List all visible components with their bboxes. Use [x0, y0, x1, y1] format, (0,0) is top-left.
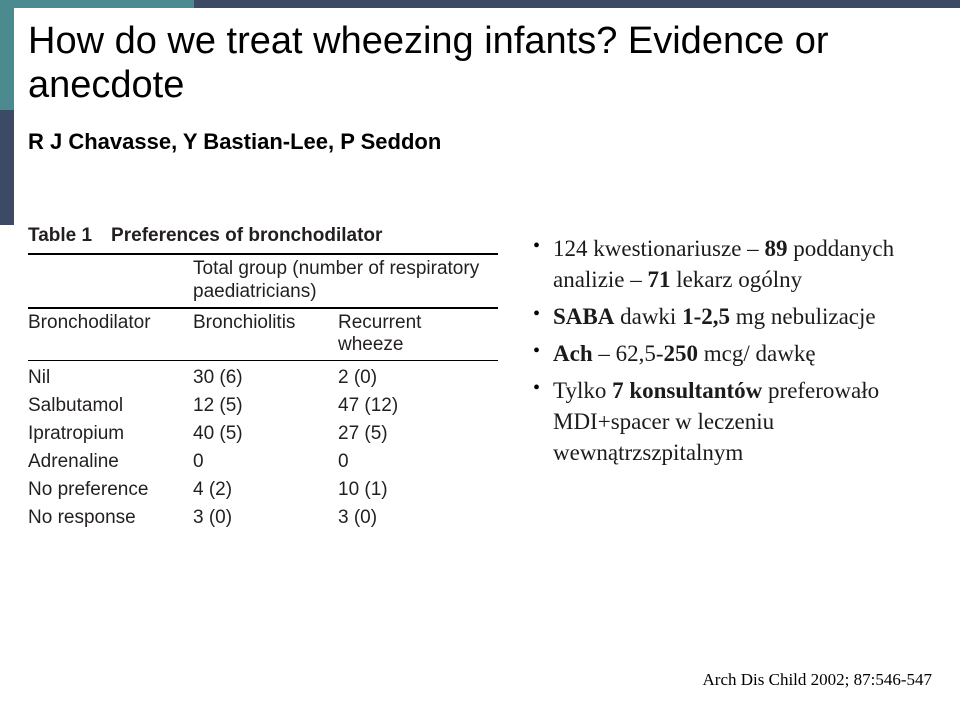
slide-page: How do we treat wheezing infants? Eviden…	[0, 0, 960, 704]
table-cell: 3 (0)	[193, 504, 338, 532]
table-row: Salbutamol12 (5)47 (12)	[28, 392, 498, 420]
table-cell: Nil	[28, 361, 193, 393]
accent-vertical	[0, 0, 14, 225]
table-row: Adrenaline00	[28, 448, 498, 476]
table-cell: 4 (2)	[193, 476, 338, 504]
content-row: Table 1 Preferences of bronchodilator To…	[28, 225, 930, 532]
th-col2: Recurrent wheeze	[338, 308, 498, 361]
bullet-list: 124 kwestionariusze – 89 poddanych anali…	[533, 225, 930, 532]
citation: Arch Dis Child 2002; 87:546-547	[703, 670, 933, 690]
th-col0: Bronchodilator	[28, 308, 193, 361]
table-preferences: Table 1 Preferences of bronchodilator To…	[28, 225, 498, 532]
th-blank	[28, 254, 193, 308]
table-cell: 0	[338, 448, 498, 476]
authors-line: R J Chavasse, Y Bastian-Lee, P Seddon	[28, 129, 940, 155]
bullet-item: Tylko 7 konsultantów preferowało MDI+spa…	[533, 375, 930, 468]
bullet-item: SABA dawki 1-2,5 mg nebulizacje	[533, 301, 930, 332]
table-cell: Adrenaline	[28, 448, 193, 476]
table-caption: Table 1 Preferences of bronchodilator	[28, 225, 498, 247]
table-row: No response3 (0)3 (0)	[28, 504, 498, 532]
accent-teal	[0, 0, 14, 110]
table-cell: 40 (5)	[193, 420, 338, 448]
header: How do we treat wheezing infants? Eviden…	[28, 20, 940, 155]
table-row: No preference4 (2)10 (1)	[28, 476, 498, 504]
table-cell: No preference	[28, 476, 193, 504]
table-cell: 12 (5)	[193, 392, 338, 420]
table-row: Nil30 (6)2 (0)	[28, 361, 498, 393]
page-title: How do we treat wheezing infants? Eviden…	[28, 20, 940, 107]
table-cell: Salbutamol	[28, 392, 193, 420]
table-cell: Ipratropium	[28, 420, 193, 448]
table-cell: 2 (0)	[338, 361, 498, 393]
table-head: Total group (number of respiratory paedi…	[28, 254, 498, 361]
table-cell: 30 (6)	[193, 361, 338, 393]
th-col1: Bronchiolitis	[193, 308, 338, 361]
th-group-note: Total group (number of respiratory paedi…	[193, 254, 498, 308]
accent-navy	[0, 110, 14, 225]
table-cell: No response	[28, 504, 193, 532]
table-body: Nil30 (6)2 (0)Salbutamol12 (5)47 (12)Ipr…	[28, 361, 498, 533]
bullets-ul: 124 kwestionariusze – 89 poddanych anali…	[533, 233, 930, 468]
table-cell: 10 (1)	[338, 476, 498, 504]
bullet-item: Ach – 62,5-250 mcg/ dawkę	[533, 338, 930, 369]
bullet-item: 124 kwestionariusze – 89 poddanych anali…	[533, 233, 930, 295]
accent-horizontal	[14, 0, 960, 8]
table-cell: 3 (0)	[338, 504, 498, 532]
table-cell: 47 (12)	[338, 392, 498, 420]
table-row: Ipratropium40 (5)27 (5)	[28, 420, 498, 448]
table: Total group (number of respiratory paedi…	[28, 253, 498, 532]
table-cell: 0	[193, 448, 338, 476]
table-cell: 27 (5)	[338, 420, 498, 448]
